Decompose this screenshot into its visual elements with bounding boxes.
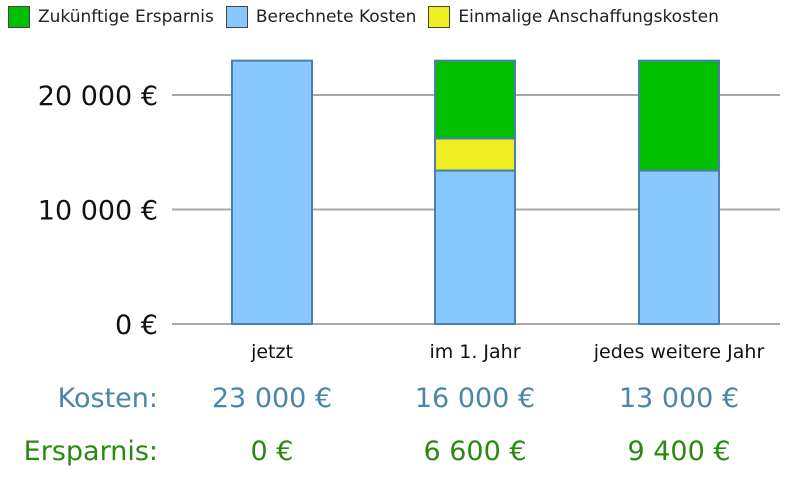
legend-item-onetime: Einmalige Anschaffungskosten (428, 6, 719, 28)
bar-0-series-0 (231, 59, 313, 326)
x-tick-label-0: jetzt (250, 341, 293, 363)
legend: Zukünftige Ersparnis Berechnete Kosten E… (8, 6, 731, 28)
savings-value-further: 9 400 € (627, 436, 731, 467)
bar-2-series-0 (638, 169, 720, 325)
savings-row-label: Ersparnis: (23, 436, 158, 467)
legend-item-costs: Berechnete Kosten (225, 6, 417, 28)
costs-row-label: Kosten: (57, 383, 158, 414)
legend-swatch-savings (8, 6, 30, 28)
costs-value-year1: 16 000 € (414, 383, 536, 414)
legend-swatch-costs (225, 6, 248, 28)
legend-item-savings: Zukünftige Ersparnis (8, 6, 214, 28)
savings-value-now: 0 € (250, 436, 294, 467)
y-tick-label-0: 0 € (115, 310, 158, 341)
legend-label-onetime: Einmalige Anschaffungskosten (458, 7, 719, 27)
bar-1-series-2 (434, 59, 516, 140)
costs-value-further: 13 000 € (618, 383, 740, 414)
x-tick-label-2: jedes weitere Jahr (593, 341, 765, 363)
bar-chart: 0 € 10 000 € 20 000 € jetzt im 1. Jahr jedes … (38, 59, 780, 363)
legend-label-savings: Zukünftige Ersparnis (38, 7, 214, 27)
bar-1-series-1 (434, 137, 516, 172)
bar-1-series-0 (434, 169, 516, 325)
legend-swatch-onetime (428, 6, 451, 28)
savings-row: Ersparnis: 0 € 6 600 € 9 400 € (0, 436, 800, 476)
y-tick-label-2: 20 000 € (38, 81, 158, 112)
savings-value-year1: 6 600 € (423, 436, 527, 467)
costs-value-now: 23 000 € (211, 383, 333, 414)
bar-2-series-2 (638, 59, 720, 172)
y-tick-label-1: 10 000 € (38, 196, 158, 227)
legend-label-costs: Berechnete Kosten (255, 7, 417, 27)
costs-row: Kosten: 23 000 € 16 000 € 13 000 € (0, 383, 800, 423)
x-tick-label-1: im 1. Jahr (429, 341, 520, 363)
